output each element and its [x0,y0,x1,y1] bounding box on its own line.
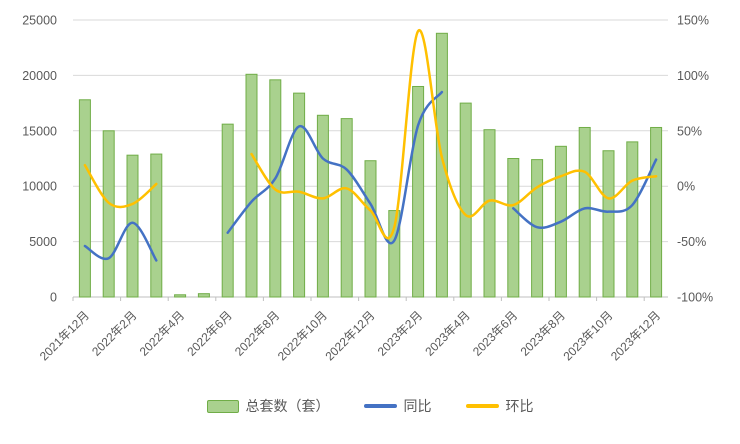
legend-label-total-units: 总套数（套） [245,398,330,414]
left-axis-tick-label: 10000 [22,180,57,194]
x-axis-tick-label: 2022年10月 [275,308,330,363]
bar [150,153,163,298]
bar [626,141,639,298]
bar [102,130,115,298]
right-axis-tick-label: -50% [677,235,706,249]
chart-legend: 总套数（套） 同比 环比 [0,396,740,416]
legend-item-mom: 环比 [465,396,534,416]
left-axis-tick-label: 15000 [22,124,57,138]
x-axis-tick-label: 2022年4月 [137,308,187,358]
bar [435,32,448,298]
x-axis-labels: 2021年12月2022年2月2022年4月2022年6月2022年8月2022… [37,308,663,363]
legend-item-total-units: 总套数（套） [206,396,330,416]
x-axis-tick-label: 2022年2月 [89,308,139,358]
bar [483,129,496,298]
bar [459,102,472,298]
left-axis-labels: 0 5000 10000 15000 20000 25000 [22,14,57,305]
x-axis-tick-label: 2023年12月 [608,308,663,363]
left-axis-tick-label: 5000 [29,235,57,249]
bar [316,114,329,298]
right-axis-labels: -100% -50% 0% 50% 100% 150% [677,14,713,305]
right-axis-tick-label: 50% [677,124,702,138]
left-axis-tick-label: 0 [50,291,57,305]
bar [602,150,615,298]
bar [174,294,187,298]
x-axis-tick-label: 2022年12月 [322,308,377,363]
bar [412,85,425,298]
mom-line-path [83,163,158,209]
yoy-line [83,90,658,262]
legend-label-yoy: 同比 [403,398,432,414]
right-axis-tick-label: 100% [677,69,709,83]
legend-label-mom: 环比 [505,398,534,414]
x-axis-tick-label: 2023年6月 [470,308,520,358]
x-axis-tick-label: 2023年2月 [375,308,425,358]
mom-line [83,29,658,240]
bar [293,92,306,298]
bar-series-swatch-icon [206,399,239,413]
yoy-line-path [226,90,444,245]
bar [364,160,377,298]
x-axis-tick-label: 2022年6月 [184,308,234,358]
bar [578,126,591,298]
x-axis [72,296,668,301]
left-axis-tick-label: 25000 [22,14,57,28]
right-axis-tick-label: 150% [677,14,709,28]
bar [221,123,234,298]
left-axis-tick-label: 20000 [22,69,57,83]
x-axis-tick-label: 2021年12月 [37,308,92,363]
bar [340,118,353,298]
right-axis-tick-label: 0% [677,180,695,194]
bar [650,126,663,298]
yoy-line-path [512,158,658,229]
legend-item-yoy: 同比 [363,396,432,416]
x-axis-tick-label: 2023年8月 [518,308,568,358]
bar-series-total-units [78,32,663,298]
bar [197,293,210,298]
x-axis-tick-label: 2023年10月 [560,308,615,363]
x-axis-tick-label: 2022年8月 [232,308,282,358]
mom-line-swatch-icon [465,404,499,408]
yoy-line-path [83,221,158,262]
right-axis-tick-label: -100% [677,291,713,305]
yoy-line-swatch-icon [363,404,397,408]
bar [245,73,258,298]
bar [388,210,401,298]
bar [507,158,520,298]
mom-line-path [250,29,658,240]
bar [78,99,91,298]
x-axis-tick-label: 2023年4月 [422,308,472,358]
